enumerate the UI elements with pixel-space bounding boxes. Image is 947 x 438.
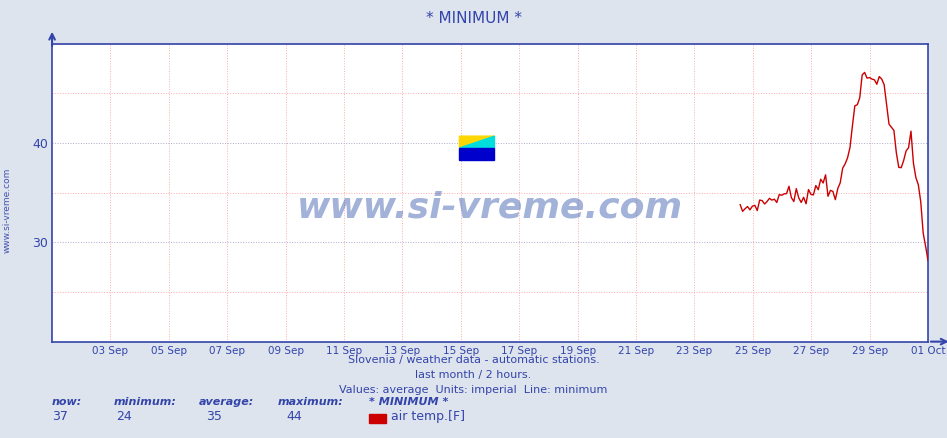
Text: Values: average  Units: imperial  Line: minimum: Values: average Units: imperial Line: mi… bbox=[339, 385, 608, 396]
Text: www.si-vreme.com: www.si-vreme.com bbox=[3, 168, 12, 253]
Text: average:: average: bbox=[199, 397, 254, 407]
Text: air temp.[F]: air temp.[F] bbox=[391, 410, 465, 424]
Polygon shape bbox=[459, 148, 494, 160]
Text: 24: 24 bbox=[116, 410, 133, 424]
Text: 35: 35 bbox=[206, 410, 223, 424]
Text: maximum:: maximum: bbox=[277, 397, 343, 407]
Text: 37: 37 bbox=[52, 410, 68, 424]
Text: minimum:: minimum: bbox=[114, 397, 176, 407]
Polygon shape bbox=[459, 136, 494, 148]
Text: www.si-vreme.com: www.si-vreme.com bbox=[297, 191, 683, 225]
Text: Slovenia / weather data - automatic stations.: Slovenia / weather data - automatic stat… bbox=[348, 355, 599, 365]
Text: now:: now: bbox=[52, 397, 82, 407]
Text: * MINIMUM *: * MINIMUM * bbox=[369, 397, 449, 407]
Text: 44: 44 bbox=[286, 410, 302, 424]
Text: last month / 2 hours.: last month / 2 hours. bbox=[416, 370, 531, 380]
Polygon shape bbox=[459, 136, 494, 148]
Text: * MINIMUM *: * MINIMUM * bbox=[425, 11, 522, 26]
